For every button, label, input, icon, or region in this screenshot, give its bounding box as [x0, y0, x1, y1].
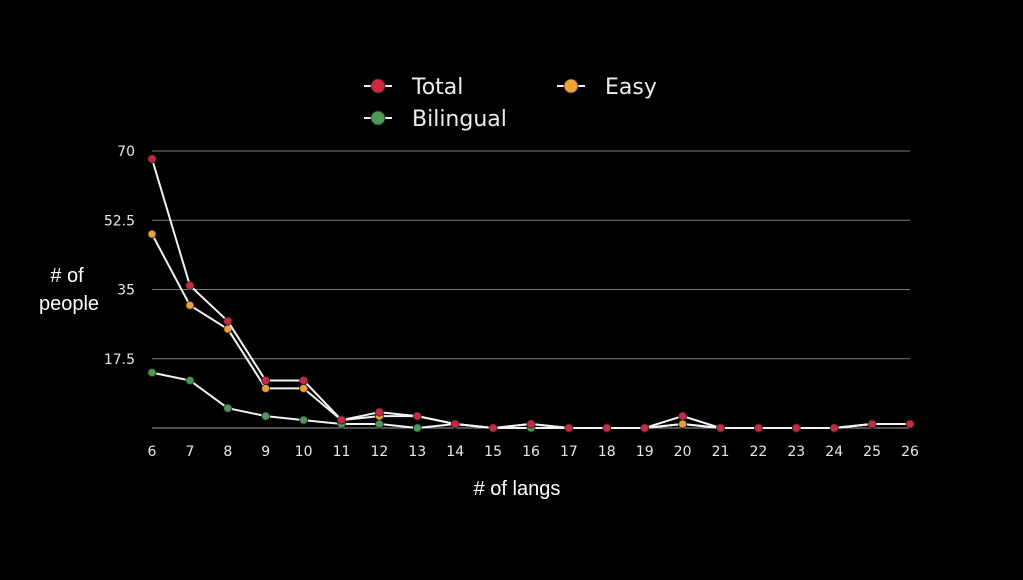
y-tick-label: 70 — [117, 144, 135, 160]
bilingual-point — [374, 419, 384, 429]
total-point — [450, 419, 460, 429]
x-tick-label: 7 — [185, 444, 194, 460]
x-tick-label: 18 — [598, 444, 616, 460]
easy-point — [185, 300, 195, 310]
legend-marker-bilingual — [370, 110, 386, 126]
easy-point — [147, 229, 157, 239]
total-point — [223, 316, 233, 326]
total-point — [147, 154, 157, 164]
easy-point — [261, 384, 271, 393]
total-point — [678, 411, 687, 421]
bilingual-point — [223, 403, 233, 413]
y-tick-label: 35 — [117, 283, 135, 299]
legend-label-total: Total — [411, 75, 463, 100]
legend-label-bilingual: Bilingual — [412, 107, 507, 132]
total-point — [299, 376, 309, 385]
total-point — [829, 423, 839, 433]
legend-item-total: Total — [364, 75, 463, 100]
x-tick-label: 12 — [370, 444, 388, 460]
x-tick-label: 16 — [522, 444, 540, 460]
x-tick-label: 15 — [484, 444, 502, 460]
total-point — [640, 423, 650, 433]
bilingual-point — [147, 368, 157, 378]
x-tick-label: 14 — [446, 444, 464, 460]
total-point — [905, 419, 915, 429]
total-point — [716, 423, 725, 433]
x-tick-label: 8 — [223, 444, 232, 460]
bilingual-point — [299, 415, 309, 425]
y-tick-label: 17.5 — [104, 352, 135, 368]
total-point — [602, 423, 612, 433]
bilingual-point — [412, 423, 422, 433]
legend: Total Easy Bilingual — [364, 75, 657, 132]
x-tick-label: 20 — [674, 444, 692, 460]
y-axis-label-line-1: # of — [50, 265, 84, 287]
easy-point — [678, 419, 687, 429]
legend-item-easy: Easy — [557, 75, 657, 100]
x-tick-label: 19 — [636, 444, 654, 460]
x-tick-label: 21 — [712, 444, 730, 460]
x-tick-label: 11 — [333, 444, 351, 460]
x-tick-labels: 6 7 8 9 10 11 12 13 14 15 16 17 18 19 20 21 22 23 24 25 26 — [148, 444, 919, 460]
total-point — [185, 281, 195, 290]
y-tick-label: 52.5 — [104, 213, 135, 229]
x-tick-label: 26 — [901, 444, 919, 460]
x-tick-label: 13 — [408, 444, 426, 460]
total-point — [374, 407, 384, 417]
total-point — [337, 415, 346, 425]
total-point — [564, 423, 574, 433]
y-tick-labels: 70 52.5 35 17.5 — [104, 144, 135, 368]
x-tick-label: 23 — [787, 444, 805, 460]
y-axis-label-line-2: people — [39, 293, 99, 315]
x-tick-label: 25 — [863, 444, 881, 460]
x-tick-label: 17 — [560, 444, 578, 460]
bilingual-point — [185, 376, 195, 385]
bilingual-point — [261, 411, 271, 421]
total-point — [488, 423, 498, 433]
total-point — [791, 423, 801, 433]
legend-marker-total — [370, 78, 386, 94]
legend-label-easy: Easy — [605, 75, 657, 100]
x-tick-label: 9 — [261, 444, 270, 460]
x-tick-label: 24 — [825, 444, 843, 460]
x-tick-label: 22 — [749, 444, 767, 460]
total-point — [867, 419, 877, 429]
series-easy — [147, 229, 915, 433]
x-axis-label: # of langs — [474, 478, 561, 500]
legend-marker-easy — [563, 78, 579, 94]
x-tick-label: 6 — [148, 444, 157, 460]
legend-item-bilingual: Bilingual — [364, 107, 507, 132]
easy-point — [299, 384, 309, 393]
x-tick-label: 10 — [295, 444, 313, 460]
easy-line — [151, 233, 910, 429]
total-point — [412, 411, 422, 421]
total-point — [261, 376, 271, 385]
total-point — [754, 423, 763, 433]
series-lines — [147, 154, 915, 433]
total-point — [526, 419, 536, 429]
series-total — [147, 154, 915, 433]
